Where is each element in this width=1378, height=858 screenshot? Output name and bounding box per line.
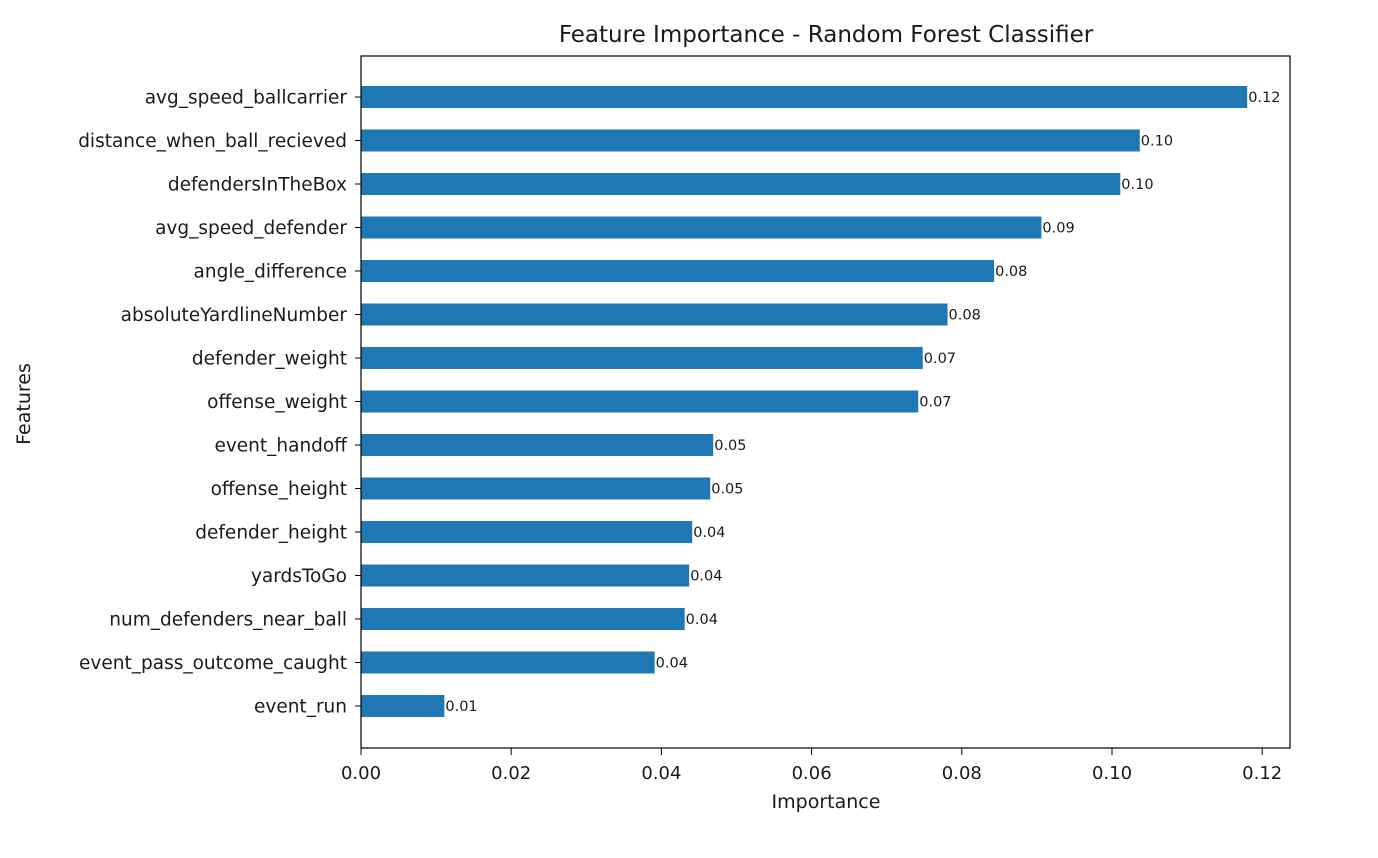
y-axis-label: Features (13, 363, 35, 445)
x-tick-label: 0.06 (792, 763, 832, 784)
category-label: distance_when_ball_recieved (78, 131, 347, 152)
plot-frame (360, 55, 1291, 749)
data-label: 0.08 (949, 308, 981, 324)
data-label: 0.05 (714, 438, 746, 454)
bar (361, 564, 690, 587)
data-label: 0.10 (1121, 177, 1153, 193)
bar (361, 390, 919, 413)
category-label: event_pass_outcome_caught (79, 653, 347, 674)
data-label: 0.12 (1248, 90, 1280, 106)
chart-title: Feature Importance - Random Forest Class… (559, 22, 1094, 48)
x-axis-label: Importance (772, 791, 881, 813)
x-tick-label: 0.12 (1242, 763, 1282, 784)
data-label: 0.04 (690, 569, 722, 585)
category-label: num_defenders_near_ball (109, 610, 347, 631)
bar (361, 651, 655, 674)
bar (361, 216, 1042, 239)
category-label: defender_height (195, 523, 347, 544)
category-labels-group: avg_speed_ballcarrier distance_when_ball_… (78, 88, 361, 718)
bar (361, 303, 948, 326)
x-tick-label: 0.10 (1092, 763, 1132, 784)
category-label: angle_difference (194, 262, 347, 283)
data-label: 0.07 (919, 395, 951, 411)
category-label: absoluteYardlineNumber (121, 305, 348, 326)
data-label: 0.08 (995, 264, 1027, 280)
bars-group (361, 86, 1248, 717)
category-label: defender_weight (192, 349, 347, 370)
category-label: event_handoff (214, 436, 348, 457)
x-tick-label: 0.04 (641, 763, 681, 784)
data-label: 0.04 (693, 525, 725, 541)
data-label: 0.07 (924, 351, 956, 367)
bar (361, 260, 995, 282)
bar (361, 521, 693, 543)
bar (361, 173, 1121, 195)
category-label: yardsToGo (251, 566, 347, 587)
category-label: avg_speed_ballcarrier (145, 88, 348, 109)
bar (361, 347, 923, 369)
x-tick-label: 0.00 (341, 763, 381, 784)
bar (361, 695, 445, 717)
bar (361, 434, 714, 456)
data-label: 0.04 (656, 656, 688, 672)
bar (361, 608, 685, 630)
bar (361, 86, 1248, 108)
data-label: 0.04 (686, 612, 718, 628)
category-label: event_run (254, 697, 347, 718)
category-label: avg_speed_defender (155, 218, 347, 239)
data-label: 0.01 (445, 699, 477, 715)
data-label: 0.05 (711, 482, 743, 498)
data-label: 0.09 (1042, 221, 1074, 237)
category-label: offense_weight (207, 392, 347, 413)
x-tick-label: 0.02 (491, 763, 531, 784)
category-label: offense_height (211, 479, 347, 500)
x-tick-label: 0.08 (942, 763, 982, 784)
data-label: 0.10 (1141, 134, 1173, 150)
category-label: defendersInTheBox (168, 175, 347, 196)
x-ticks-group: 0.00 0.02 0.04 0.06 0.08 0.10 0.12 (341, 748, 1282, 784)
bar (361, 129, 1140, 152)
data-labels-group: 0.12 0.10 0.10 0.09 0.08 0.08 0.07 0.07 0.05 0.05… (445, 90, 1280, 715)
bar (361, 477, 711, 500)
